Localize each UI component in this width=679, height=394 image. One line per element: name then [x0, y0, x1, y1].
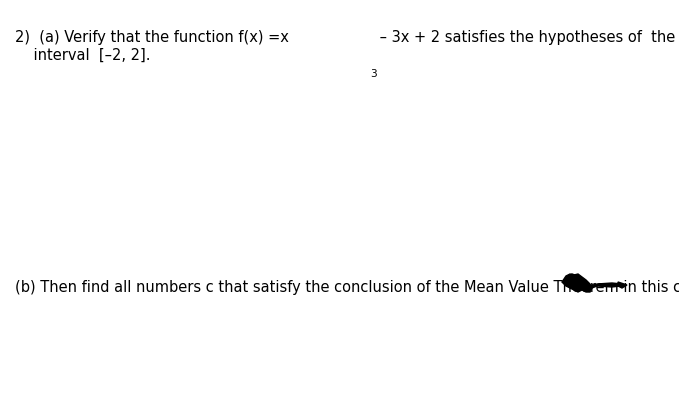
Polygon shape: [618, 282, 627, 288]
Polygon shape: [562, 274, 592, 292]
Text: 2)  (a) Verify that the function f(x) =x: 2) (a) Verify that the function f(x) =x: [15, 30, 289, 45]
Text: – 3x + 2 satisfies the hypotheses of  the Mean Value Theorem on the: – 3x + 2 satisfies the hypotheses of the…: [375, 30, 679, 45]
Text: 3: 3: [370, 69, 377, 79]
Polygon shape: [564, 274, 580, 282]
Polygon shape: [590, 283, 622, 288]
Text: (b) Then find all numbers c that satisfy the conclusion of the Mean Value Theore: (b) Then find all numbers c that satisfy…: [15, 280, 679, 295]
Text: interval  [–2, 2].: interval [–2, 2].: [15, 48, 151, 63]
